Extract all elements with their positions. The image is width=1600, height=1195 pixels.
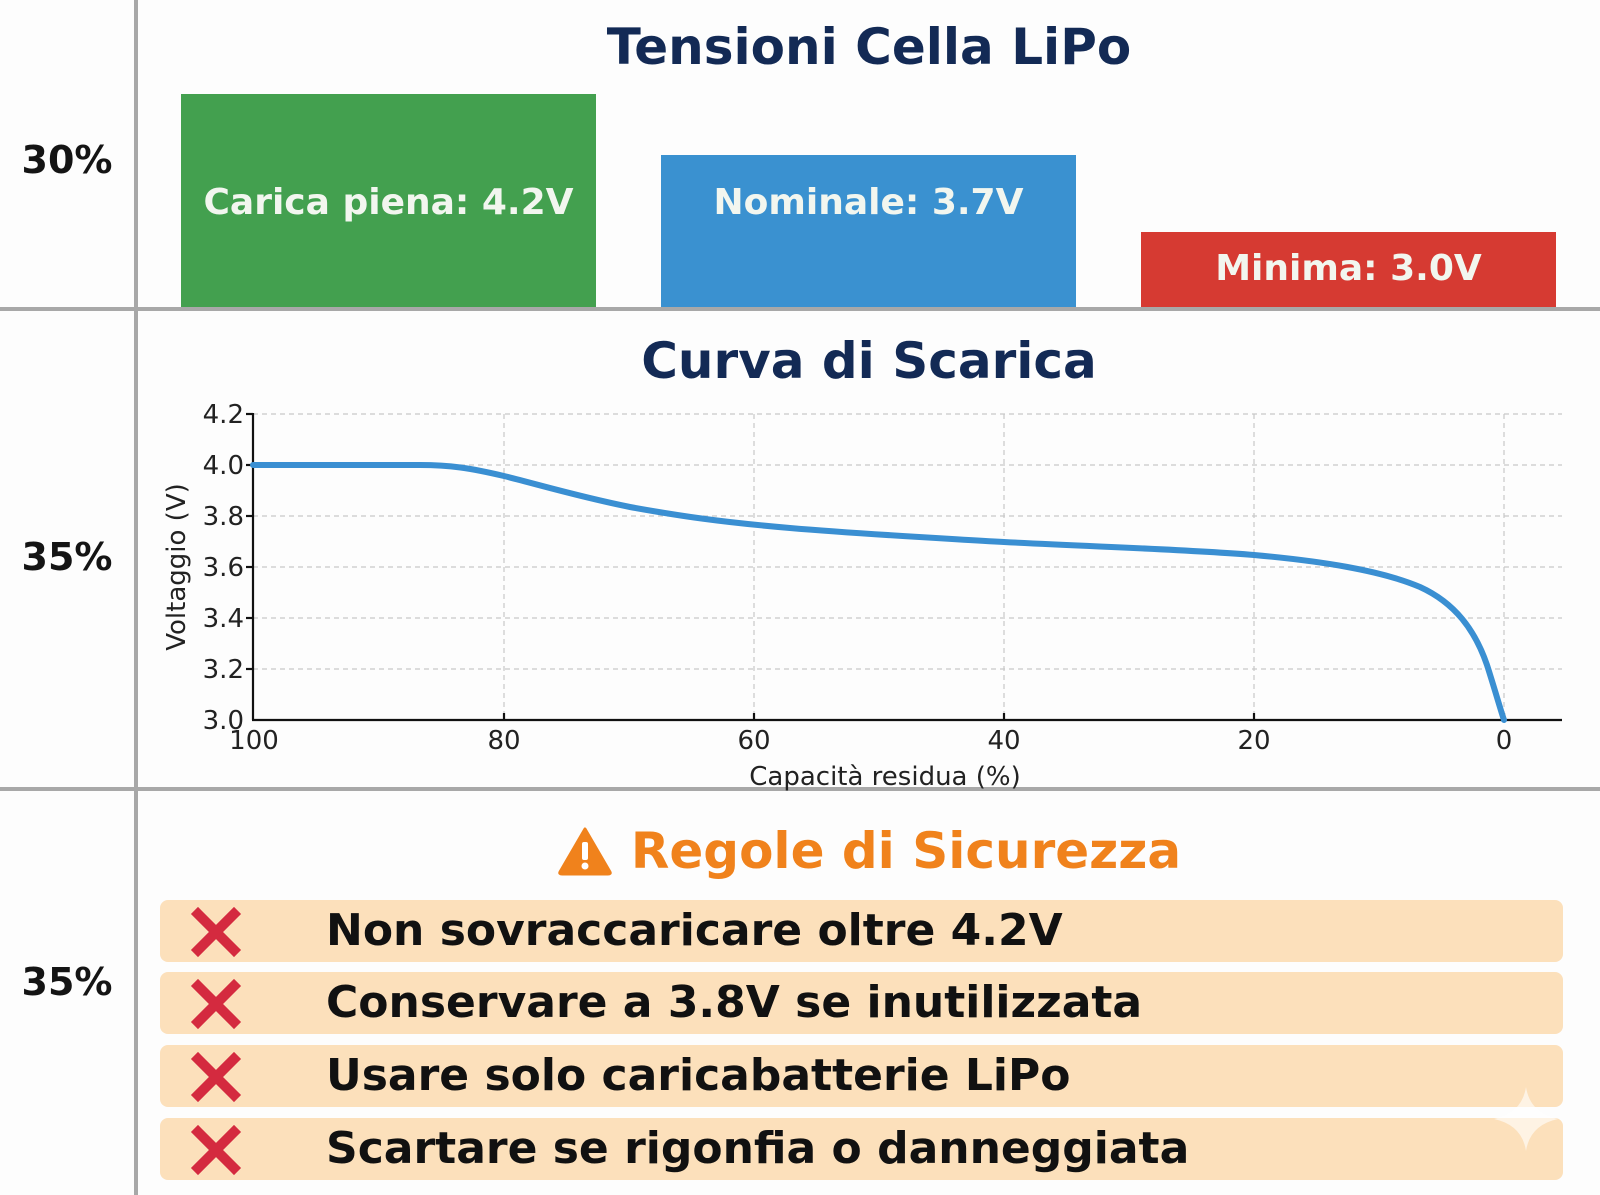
x-mark-icon	[190, 1124, 242, 1176]
section-divider-2	[0, 787, 1600, 791]
x-mark-icon	[190, 906, 242, 958]
voltages-title: Tensioni Cella LiPo	[606, 18, 1132, 76]
xtick-40: 40	[987, 726, 1020, 756]
safety-rule-text: Conservare a 3.8V se inutilizzata	[326, 977, 1143, 1028]
bar-minimum: Minima: 3.0V	[1141, 232, 1556, 307]
safety-rule-text: Usare solo caricabatterie LiPo	[326, 1050, 1071, 1101]
ytick-3.2: 3.2	[203, 655, 244, 685]
discharge-curve	[250, 462, 1507, 723]
row-label-divider	[134, 0, 138, 1195]
ytick-4.0: 4.0	[203, 451, 244, 481]
row-label-discharge: 35%	[21, 535, 113, 579]
discharge-chart: 3.0 3.2 3.4 3.6 3.8 4.0 4.2 100 80 60 40…	[162, 400, 1562, 792]
safety-title-group: Regole di Sicurezza	[138, 822, 1600, 880]
sparkle-icon	[1494, 1087, 1558, 1151]
ytick-4.2: 4.2	[203, 400, 244, 430]
xtick-100: 100	[229, 726, 279, 756]
xtick-20: 20	[1237, 726, 1270, 756]
ytick-3.0: 3.0	[203, 706, 244, 736]
safety-rule-text: Non sovraccaricare oltre 4.2V	[326, 905, 1063, 956]
x-mark-icon	[190, 978, 242, 1030]
xtick-0: 0	[1496, 726, 1513, 756]
chart-gridlines	[253, 413, 1562, 720]
y-axis-label: Voltaggio (V)	[162, 483, 192, 651]
xtick-60: 60	[737, 726, 770, 756]
safety-title: Regole di Sicurezza	[630, 822, 1182, 880]
ytick-3.4: 3.4	[203, 604, 244, 634]
safety-rule-3: Usare solo caricabatterie LiPo	[160, 1045, 1563, 1107]
bar-full-charge: Carica piena: 4.2V	[181, 94, 596, 307]
bar-nominal-label: Nominale: 3.7V	[713, 182, 1024, 223]
warning-triangle-icon	[558, 827, 612, 876]
bar-nominal: Nominale: 3.7V	[661, 155, 1076, 307]
discharge-title: Curva di Scarica	[641, 332, 1097, 390]
ytick-3.8: 3.8	[203, 502, 244, 532]
x-axis-label: Capacità residua (%)	[749, 762, 1021, 792]
safety-rule-4: Scartare se rigonfia o danneggiata	[160, 1118, 1563, 1180]
safety-rule-2: Conservare a 3.8V se inutilizzata	[160, 972, 1563, 1034]
row-label-safety: 35%	[21, 960, 113, 1004]
x-mark-icon	[190, 1051, 242, 1103]
bar-minimum-label: Minima: 3.0V	[1215, 248, 1482, 289]
safety-rule-1: Non sovraccaricare oltre 4.2V	[160, 900, 1563, 962]
bar-full-charge-label: Carica piena: 4.2V	[203, 182, 574, 223]
section-divider-1	[0, 307, 1600, 311]
safety-rule-text: Scartare se rigonfia o danneggiata	[326, 1123, 1190, 1174]
row-label-voltages: 30%	[21, 138, 113, 182]
ytick-3.6: 3.6	[203, 553, 244, 583]
xtick-80: 80	[487, 726, 520, 756]
